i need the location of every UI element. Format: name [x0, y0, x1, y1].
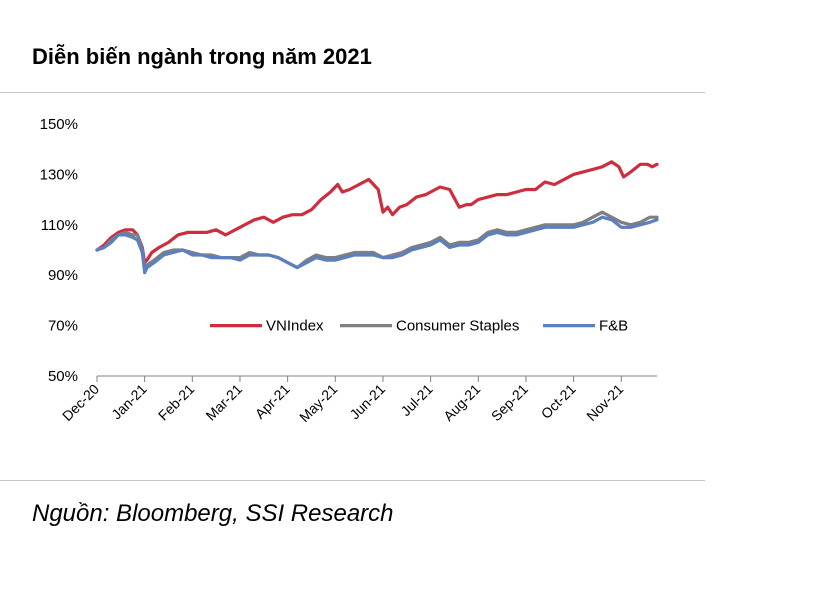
- legend-label: VNIndex: [266, 318, 324, 335]
- x-tick-label: May-21: [296, 381, 340, 425]
- y-tick-label: 110%: [41, 217, 78, 234]
- y-axis-ticks: 50% 70% 90% 110% 130% 150%: [40, 116, 78, 385]
- legend: VNIndex Consumer Staples F&B: [210, 318, 628, 335]
- y-tick-label: 130%: [40, 166, 78, 183]
- x-tick-label: Dec-20: [59, 381, 102, 424]
- x-tick-label: Feb-21: [155, 381, 198, 424]
- x-tick-label: Nov-21: [583, 381, 626, 424]
- x-tick-label: Jun-21: [346, 381, 388, 423]
- x-tick-label: Jan-21: [108, 381, 150, 423]
- legend-label: F&B: [599, 318, 628, 335]
- source-note: Nguồn: Bloomberg, SSI Research: [32, 500, 394, 527]
- x-tick-label: Apr-21: [252, 381, 293, 422]
- series-line-f-b: [95, 215, 659, 275]
- x-tick-label: Sep-21: [488, 381, 531, 424]
- bottom-divider: [0, 480, 705, 481]
- y-tick-label: 50%: [48, 368, 78, 385]
- series-lines: [95, 160, 659, 275]
- x-tick-label: Aug-21: [440, 381, 483, 424]
- y-tick-label: 70%: [48, 318, 78, 335]
- series-line-vnindex: [95, 160, 659, 265]
- x-tick-label: Oct-21: [538, 381, 579, 422]
- x-tick-label: Mar-21: [202, 381, 245, 424]
- top-divider: [0, 92, 705, 93]
- chart-title: Diễn biến ngành trong năm 2021: [32, 44, 372, 69]
- x-axis: Dec-20 Jan-21 Feb-21 Mar-21 Apr-21 May-21 Jun-…: [59, 375, 657, 425]
- series-line-consumer-staples: [95, 210, 659, 270]
- x-tick-label: Jul-21: [397, 381, 435, 419]
- y-tick-label: 150%: [40, 116, 78, 133]
- y-tick-label: 90%: [48, 267, 78, 284]
- legend-label: Consumer Staples: [396, 318, 519, 335]
